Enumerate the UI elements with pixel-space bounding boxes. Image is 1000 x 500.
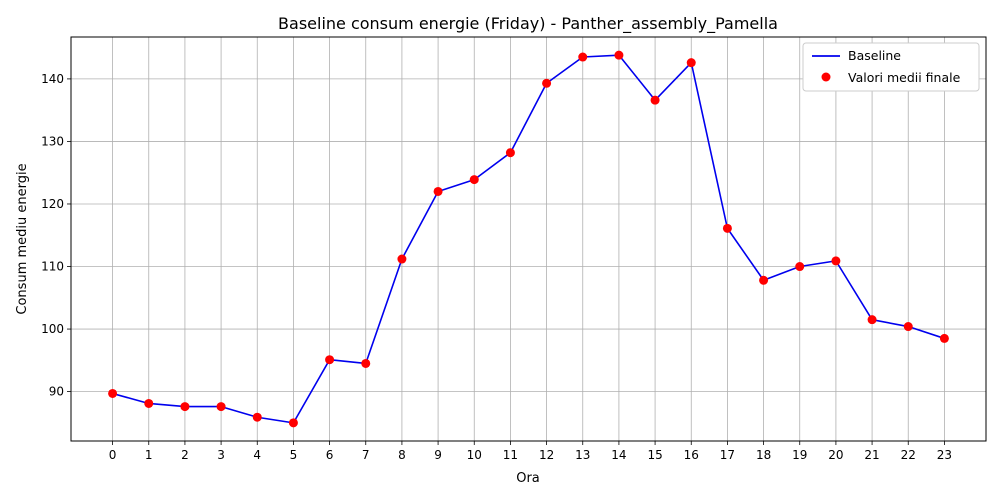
y-tick-label: 100: [41, 322, 64, 336]
legend-marker-swatch: [821, 72, 831, 82]
data-point: [288, 418, 298, 428]
x-tick-label: 11: [503, 448, 518, 462]
x-tick-label: 9: [434, 448, 442, 462]
legend-label-baseline: Baseline: [848, 48, 901, 63]
data-point: [939, 333, 949, 343]
legend-frame: [802, 42, 980, 92]
series-layer: [108, 50, 949, 428]
y-tick-label: 130: [41, 134, 64, 148]
data-point: [578, 52, 588, 62]
x-tick-label: 6: [326, 448, 334, 462]
data-point: [397, 254, 407, 264]
y-axis-label: Consum mediu energie: [15, 163, 30, 314]
x-tick-label: 12: [539, 448, 554, 462]
x-tick-label: 23: [937, 448, 952, 462]
x-tick-label: 18: [756, 448, 771, 462]
y-tick-label: 110: [41, 260, 64, 274]
x-tick-label: 0: [109, 448, 117, 462]
x-tick-label: 20: [828, 448, 843, 462]
x-tick-label: 16: [684, 448, 699, 462]
x-tick-label: 10: [467, 448, 482, 462]
plot-frame: [70, 36, 987, 442]
data-point: [686, 58, 696, 68]
data-point: [469, 175, 479, 185]
x-tick-label: 8: [398, 448, 406, 462]
data-point: [903, 322, 913, 332]
legend-label-valori: Valori medii finale: [848, 70, 961, 85]
chart-title: Baseline consum energie (Friday) - Panth…: [278, 14, 778, 34]
y-tick-label: 140: [41, 72, 64, 86]
x-tick-label: 19: [792, 448, 807, 462]
x-axis-ticks: 0 1 2 3 4 5 6 7 8 9 10 11 12 13 14 15 16 17 18 19 20 21 22 23: [109, 441, 952, 462]
data-point: [433, 186, 443, 196]
data-point: [108, 388, 118, 398]
data-point: [614, 50, 624, 60]
data-point: [361, 358, 371, 368]
data-point: [722, 223, 732, 233]
x-tick-label: 5: [290, 448, 298, 462]
x-tick-label: 2: [181, 448, 189, 462]
data-point: [144, 398, 154, 408]
x-tick-label: 22: [901, 448, 916, 462]
data-point: [542, 78, 552, 88]
y-tick-label: 90: [49, 385, 64, 399]
x-tick-label: 1: [145, 448, 153, 462]
data-point: [831, 256, 841, 266]
data-point: [252, 412, 262, 422]
data-point: [650, 95, 660, 105]
x-tick-label: 13: [575, 448, 590, 462]
legend: Baseline Valori medii finale: [802, 42, 980, 92]
data-point: [505, 148, 515, 158]
x-tick-label: 4: [253, 448, 261, 462]
grid-lines: [71, 37, 986, 441]
x-tick-label: 17: [720, 448, 735, 462]
data-point: [216, 402, 226, 412]
data-point: [325, 355, 335, 365]
baseline-line: [112, 54, 945, 424]
y-axis-ticks: 90 100 110 120 130 140: [41, 72, 71, 399]
x-tick-label: 3: [217, 448, 225, 462]
x-tick-label: 14: [611, 448, 626, 462]
data-point: [867, 315, 877, 325]
data-point: [759, 275, 769, 285]
y-tick-label: 120: [41, 197, 64, 211]
data-point: [180, 402, 190, 412]
x-tick-label: 7: [362, 448, 370, 462]
x-tick-label: 15: [647, 448, 662, 462]
x-axis-label: Ora: [516, 471, 540, 486]
data-point: [795, 262, 805, 272]
x-tick-label: 21: [864, 448, 879, 462]
